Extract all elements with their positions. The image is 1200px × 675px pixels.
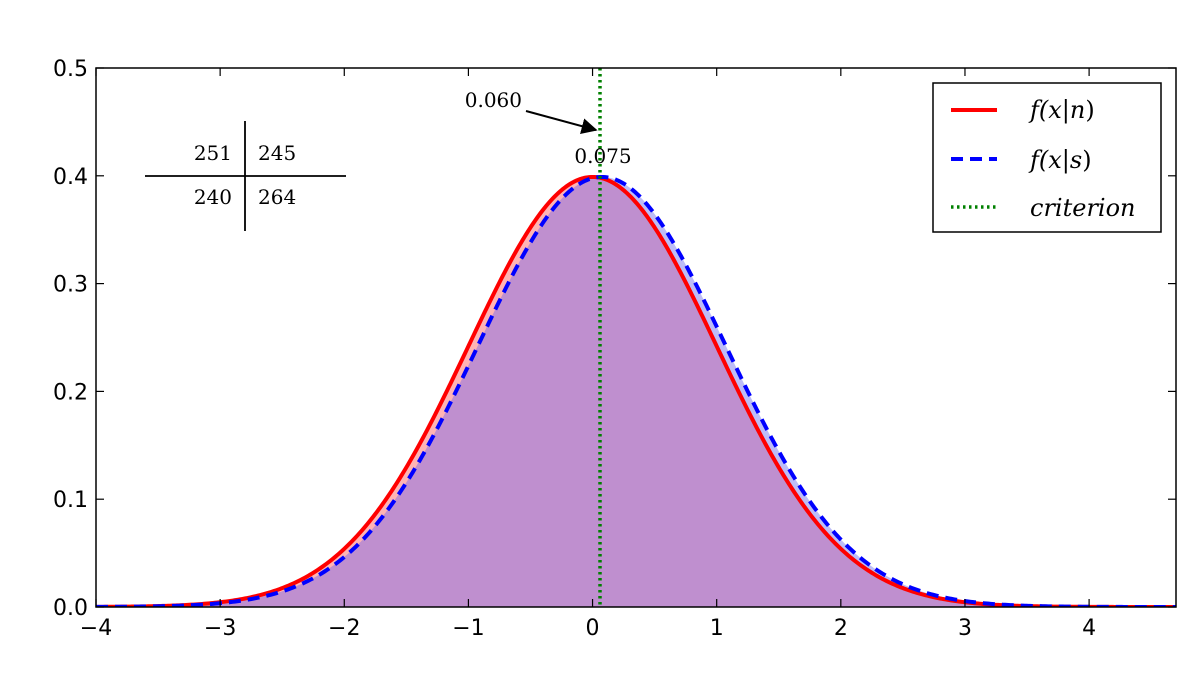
x-tick-label: 0 — [586, 616, 600, 641]
legend-label-fn: f(x|n) — [1028, 96, 1095, 125]
y-tick-label: 0.2 — [53, 380, 88, 405]
contingency-table: 251 245 240 264 — [145, 121, 346, 231]
x-tick-label: 4 — [1082, 616, 1096, 641]
table-cell-r2c2: 264 — [258, 185, 296, 209]
x-tick-label: −4 — [80, 616, 112, 641]
y-tick-label: 0.5 — [53, 57, 88, 82]
table-cell-r1c2: 245 — [258, 141, 296, 165]
plot-frame — [95, 67, 1177, 608]
x-tick-label: −2 — [328, 616, 360, 641]
table-cell-r2c1: 240 — [194, 185, 232, 209]
curve-fs — [96, 174, 1176, 607]
legend-label-criterion: criterion — [1030, 194, 1136, 222]
curves — [96, 174, 1176, 607]
annotation-0075: 0.075 — [574, 144, 631, 168]
y-tick-label: 0.4 — [53, 165, 88, 190]
area-fills — [96, 176, 1176, 607]
y-tick-label: 0.1 — [53, 488, 88, 513]
legend-label-fs: f(x|s) — [1028, 146, 1092, 175]
y-tick-label: 0.0 — [53, 596, 88, 621]
annotations: 0.060 0.075 — [465, 88, 632, 168]
ticks: −4 −3 −2 −1 0 1 2 3 4 0.0 0.1 0.2 0.3 0.4 0.5 — [53, 57, 1176, 641]
x-tick-label: −3 — [204, 616, 236, 641]
x-tick-label: −1 — [452, 616, 484, 641]
y-tick-label: 0.3 — [53, 273, 88, 298]
x-tick-label: 2 — [834, 616, 848, 641]
legend: f(x|n) f(x|s) criterion — [932, 82, 1162, 233]
table-cell-r1c1: 251 — [194, 141, 232, 165]
annotation-0060: 0.060 — [465, 88, 522, 112]
annotation-arrow — [525, 110, 598, 134]
area-fill-overlap — [96, 177, 1176, 607]
x-tick-label: 3 — [958, 616, 972, 641]
curve-fn — [96, 174, 1176, 607]
x-tick-label: 1 — [710, 616, 724, 641]
